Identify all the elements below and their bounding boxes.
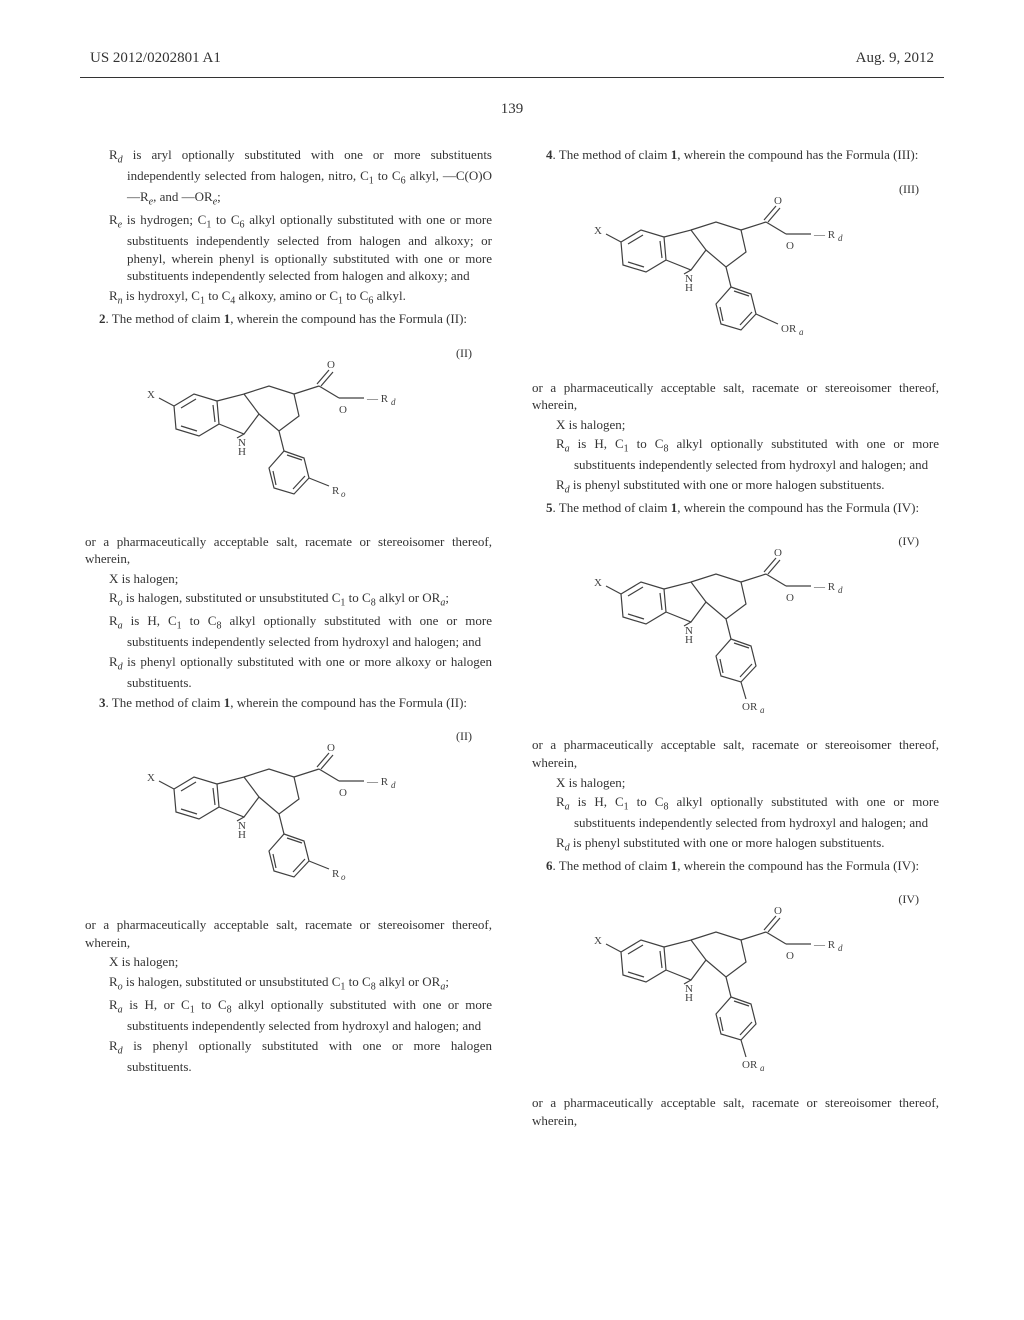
formula-label-IV-1: (IV) xyxy=(898,534,919,549)
claim-3-ro: Ro is halogen, substituted or unsubstitu… xyxy=(85,973,492,994)
svg-text:— R: — R xyxy=(813,229,836,241)
svg-text:— R: — R xyxy=(813,581,836,593)
svg-text:— R: — R xyxy=(366,776,389,788)
svg-text:H: H xyxy=(685,992,693,1004)
claim-2-tail: or a pharmaceutically acceptable salt, r… xyxy=(85,533,492,568)
svg-text:O: O xyxy=(774,905,782,917)
formula-label-II-1: (II) xyxy=(456,346,472,361)
svg-text:OR: OR xyxy=(742,1059,758,1071)
claim-2-intro: 2. The method of claim 1, wherein the co… xyxy=(85,310,492,328)
svg-text:d: d xyxy=(391,780,396,790)
svg-text:OR: OR xyxy=(781,323,797,335)
chemical-structure-IV-2: (IV) X xyxy=(532,892,939,1076)
svg-text:o: o xyxy=(341,489,346,499)
publication-number: US 2012/0202801 A1 xyxy=(90,50,221,67)
molecule-svg-II-2: X NH O O — Rd Ro xyxy=(139,729,439,894)
molecule-svg-III: X NH O O — Rd ORa xyxy=(586,182,886,357)
chemical-structure-III: (III) X xyxy=(532,182,939,361)
svg-text:O: O xyxy=(774,195,782,207)
claim-3-ra: Ra is H, or C1 to C8 alkyl optionally su… xyxy=(85,996,492,1035)
svg-text:X: X xyxy=(594,225,602,237)
claim-6-tail: or a pharmaceutically acceptable salt, r… xyxy=(532,1094,939,1129)
svg-text:O: O xyxy=(786,950,794,962)
svg-text:H: H xyxy=(238,446,246,458)
claim-6-intro: 6. The method of claim 1, wherein the co… xyxy=(532,857,939,875)
svg-text:d: d xyxy=(391,397,396,407)
right-column: 4. The method of claim 1, wherein the co… xyxy=(532,146,939,1131)
svg-text:H: H xyxy=(685,282,693,294)
claim-3-tail: or a pharmaceutically acceptable salt, r… xyxy=(85,916,492,951)
claim-4-ra: Ra is H, C1 to C8 alkyl optionally subst… xyxy=(532,435,939,474)
claim-2-ra: Ra is H, C1 to C8 alkyl optionally subst… xyxy=(85,612,492,651)
molecule-svg-IV-2: X NH O O — Rd ORa xyxy=(586,892,886,1072)
svg-text:X: X xyxy=(594,935,602,947)
claim-5-intro: 5. The method of claim 1, wherein the co… xyxy=(532,499,939,517)
svg-text:— R: — R xyxy=(813,939,836,951)
claim-3-rd: Rd is phenyl optionally substituted with… xyxy=(85,1037,492,1076)
svg-text:d: d xyxy=(838,233,843,243)
claim-4-rd: Rd is phenyl substituted with one or mor… xyxy=(532,476,939,497)
molecule-svg-II: X NH O O — Rd Ro xyxy=(139,346,439,511)
left-column: Rd is aryl optionally substituted with o… xyxy=(85,146,492,1131)
two-column-content: Rd is aryl optionally substituted with o… xyxy=(0,146,1024,1131)
chemical-structure-II-2: (II) X xyxy=(85,729,492,898)
svg-text:d: d xyxy=(838,585,843,595)
page-header: US 2012/0202801 A1 Aug. 9, 2012 xyxy=(0,0,1024,77)
publication-date: Aug. 9, 2012 xyxy=(856,50,934,67)
svg-text:a: a xyxy=(760,1063,765,1072)
claim-2-ro: Ro is halogen, substituted or unsubstitu… xyxy=(85,589,492,610)
svg-text:X: X xyxy=(147,389,155,401)
svg-text:O: O xyxy=(786,592,794,604)
svg-text:O: O xyxy=(786,240,794,252)
claim-2-x: X is halogen; xyxy=(85,570,492,588)
svg-text:O: O xyxy=(327,359,335,371)
formula-label-III: (III) xyxy=(899,182,919,197)
formula-label-II-2: (II) xyxy=(456,729,472,744)
claim-5-ra: Ra is H, C1 to C8 alkyl optionally subst… xyxy=(532,793,939,832)
svg-text:a: a xyxy=(760,705,765,714)
header-divider xyxy=(80,77,944,78)
page-number: 139 xyxy=(0,101,1024,118)
claim-3-intro: 3. The method of claim 1, wherein the co… xyxy=(85,694,492,712)
claim-5-tail: or a pharmaceutically acceptable salt, r… xyxy=(532,736,939,771)
claim-5-x: X is halogen; xyxy=(532,774,939,792)
svg-text:H: H xyxy=(238,829,246,841)
svg-text:OR: OR xyxy=(742,701,758,713)
molecule-svg-IV: X NH O O — Rd ORa xyxy=(586,534,886,714)
chemical-structure-II-1: (II) xyxy=(85,346,492,515)
claim-5-rd: Rd is phenyl substituted with one or mor… xyxy=(532,834,939,855)
claim-4-x: X is halogen; xyxy=(532,416,939,434)
svg-text:R: R xyxy=(332,868,340,880)
chemical-structure-IV-1: (IV) X xyxy=(532,534,939,718)
svg-text:R: R xyxy=(332,485,340,497)
svg-text:X: X xyxy=(147,772,155,784)
definition-re: Re is hydrogen; C1 to C6 alkyl optionall… xyxy=(85,211,492,285)
claim-4-intro: 4. The method of claim 1, wherein the co… xyxy=(532,146,939,164)
svg-text:X: X xyxy=(594,577,602,589)
svg-text:O: O xyxy=(339,404,347,416)
definition-rn: Rn is hydroxyl, C1 to C4 alkoxy, amino o… xyxy=(85,287,492,308)
claim-4-tail: or a pharmaceutically acceptable salt, r… xyxy=(532,379,939,414)
formula-label-IV-2: (IV) xyxy=(898,892,919,907)
svg-text:d: d xyxy=(838,943,843,953)
svg-text:O: O xyxy=(327,742,335,754)
claim-3-x: X is halogen; xyxy=(85,953,492,971)
definition-rd: Rd is aryl optionally substituted with o… xyxy=(85,146,492,209)
svg-text:o: o xyxy=(341,872,346,882)
svg-text:O: O xyxy=(339,787,347,799)
svg-text:O: O xyxy=(774,547,782,559)
svg-text:H: H xyxy=(685,634,693,646)
svg-text:a: a xyxy=(799,327,804,337)
claim-2-rd: Rd is phenyl optionally substituted with… xyxy=(85,653,492,692)
svg-text:— R: — R xyxy=(366,393,389,405)
